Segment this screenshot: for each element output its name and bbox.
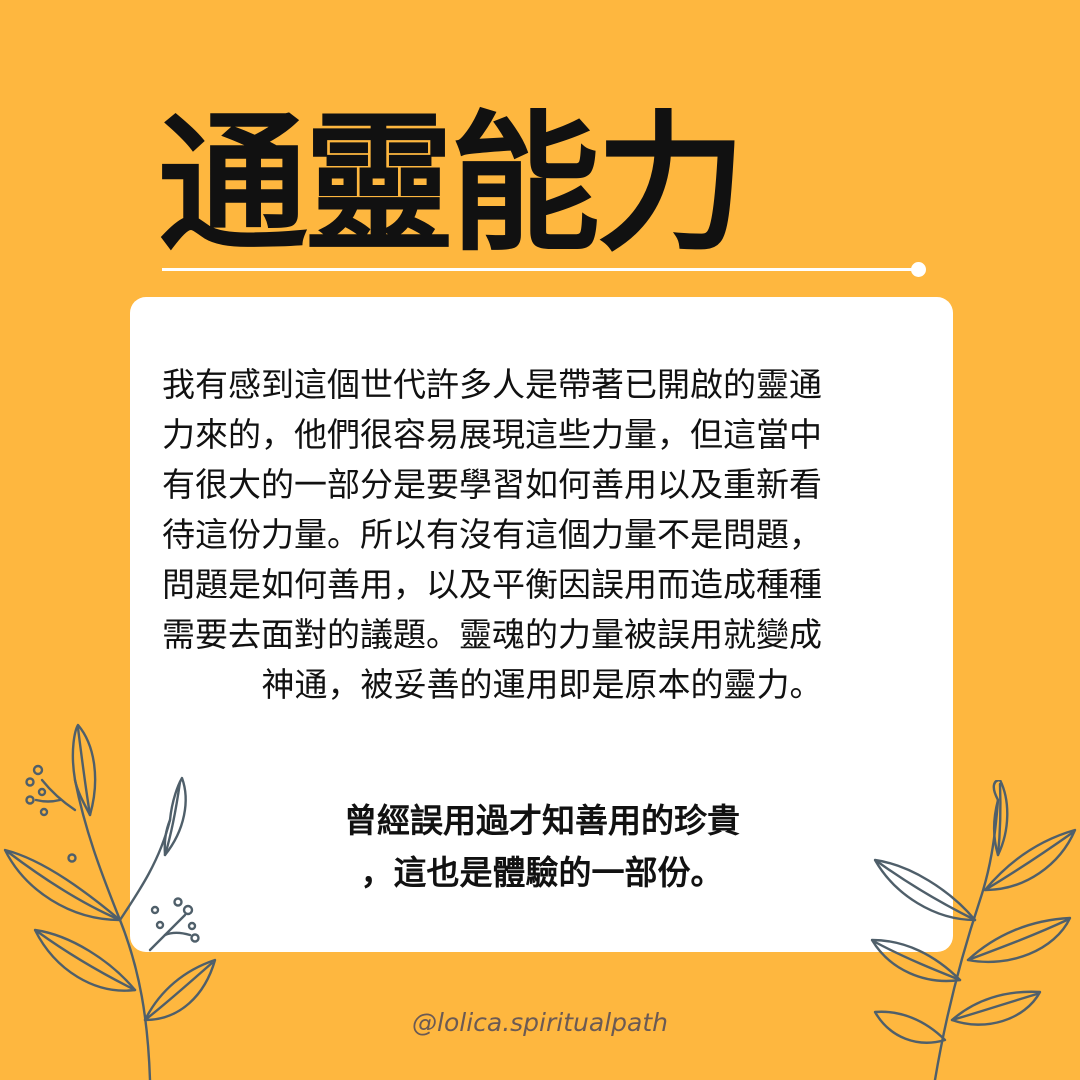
emphasis-line: 曾經誤用過才知善用的珍貴 [344,801,740,840]
body-line: 待這份力量。所以有沒有這個力量不是問題， [162,515,822,554]
emphasis-quote: 曾經誤用過才知善用的珍貴 ，這也是體驗的一部份。 [162,795,922,899]
body-line: 有很大的一部分是要學習如何善用以及重新看 [162,465,822,504]
emphasis-line: ，這也是體驗的一部份。 [360,853,724,892]
body-line: 問題是如何善用，以及平衡因誤用而造成種種 [162,565,822,604]
page-title: 通靈能力 [158,98,746,272]
body-paragraph: 我有感到這個世代許多人是帶著已開啟的靈通 力來的，他們很容易展現這些力量，但這當… [162,360,922,710]
body-line: 力來的，他們很容易展現這些力量，但這當中 [162,415,822,454]
body-line: 我有感到這個世代許多人是帶著已開啟的靈通 [162,365,822,404]
body-line: 神通，被妥善的運用即是原本的靈力。 [261,665,823,704]
body-line: 需要去面對的議題。靈魂的力量被誤用就變成 [162,615,822,654]
title-underline [162,268,914,271]
text-card [130,297,953,952]
title-underline-dot [911,262,926,277]
social-handle: @lolica.spiritualpath [412,1008,668,1037]
